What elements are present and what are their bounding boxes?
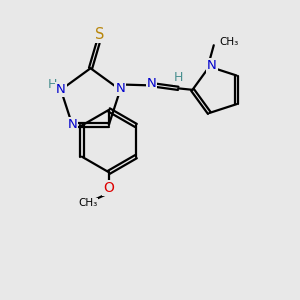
Text: N: N <box>56 83 66 96</box>
Text: CH₃: CH₃ <box>220 37 239 47</box>
Text: N: N <box>116 82 125 95</box>
Text: N: N <box>147 77 156 90</box>
Text: N: N <box>67 118 77 131</box>
Text: O: O <box>103 181 114 195</box>
Text: H: H <box>173 70 183 83</box>
Text: N: N <box>207 59 217 72</box>
Text: CH₃: CH₃ <box>79 199 98 208</box>
Text: H: H <box>48 78 57 91</box>
Text: S: S <box>95 27 104 42</box>
